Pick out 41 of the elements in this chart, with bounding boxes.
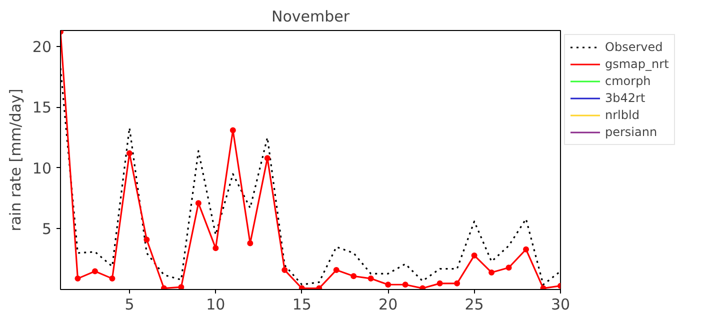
point [264, 155, 270, 162]
point [282, 267, 288, 274]
point [247, 240, 254, 246]
point [92, 268, 98, 274]
y-tick-label: 5 [42, 220, 52, 238]
x-tick-label: 10 [206, 296, 226, 314]
point [385, 282, 392, 288]
point [212, 245, 219, 252]
point [488, 269, 495, 276]
y-tick-label: 15 [32, 98, 52, 117]
point [74, 276, 81, 282]
x-tick-label: 30 [550, 296, 570, 314]
point [368, 276, 374, 282]
y-tick-label: 10 [32, 159, 52, 178]
x-tick-label: 15 [292, 296, 312, 314]
point [436, 280, 443, 286]
point [471, 252, 478, 258]
legend-label: cmorph [605, 74, 651, 88]
point [506, 264, 512, 271]
point [144, 236, 150, 243]
point [350, 273, 357, 280]
legend-label: persiann [605, 125, 658, 139]
point [126, 150, 132, 156]
y-tick-label: 20 [32, 38, 52, 56]
point [178, 284, 184, 290]
point [230, 127, 236, 134]
x-tick-label: 5 [124, 296, 134, 314]
x-tick-label: 25 [464, 296, 484, 314]
legend-label: gsmap_nrt [605, 57, 669, 71]
point [333, 267, 340, 274]
point [402, 282, 408, 288]
x-tick-label: 20 [378, 296, 398, 314]
y-axis-title: rain rate [mm/day] [6, 88, 24, 232]
chart-title: November [271, 8, 350, 26]
point [523, 246, 530, 252]
point [454, 280, 460, 286]
legend-label: nrlbld [605, 108, 640, 122]
point [195, 200, 202, 206]
legend-label: 3b42rt [605, 91, 646, 105]
point [109, 276, 116, 282]
legend-label: Observed [605, 40, 663, 54]
